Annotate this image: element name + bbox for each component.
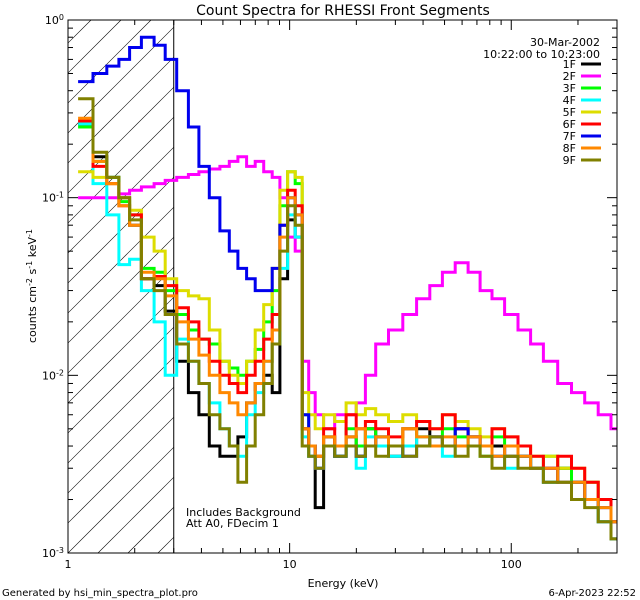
legend-label-3F: 3F — [563, 82, 576, 95]
annotation-attenuator: Att A0, FDecim 1 — [186, 517, 279, 530]
y-tick-base: 10 — [45, 14, 59, 27]
annotation-background: Includes Background — [186, 506, 301, 519]
footer-timestamp: 6-Apr-2023 22:52 — [549, 588, 636, 599]
x-tick-label: 1 — [65, 558, 72, 571]
y-tick-label: 10-2 — [42, 368, 64, 383]
legend-label-1F: 1F — [563, 58, 576, 71]
y-tick-label: 10-1 — [42, 190, 64, 205]
legend-label-7F: 7F — [563, 130, 576, 143]
x-tick-label: 10 — [283, 558, 297, 571]
legend-label-6F: 6F — [563, 118, 576, 131]
y-tick-base: 10 — [42, 369, 56, 382]
legend-label-4F: 4F — [563, 94, 576, 107]
y-axis-label: counts cm-2 s-1 keV-1 — [25, 229, 40, 343]
series-group — [78, 35, 617, 541]
x-tick-label: 100 — [501, 558, 522, 571]
y-tick-exponent: -2 — [56, 368, 64, 377]
y-tick-exponent: -3 — [56, 546, 64, 555]
plot-frame — [67, 19, 618, 554]
y-tick-exponent: 0 — [59, 13, 64, 22]
legend-label-2F: 2F — [563, 70, 576, 83]
legend-label-5F: 5F — [563, 106, 576, 119]
series-9F-line — [78, 97, 617, 541]
date-label: 30-Mar-2002 — [530, 36, 600, 49]
x-axis-label: Energy (keV) — [308, 577, 379, 590]
y-tick-label: 10-3 — [42, 546, 64, 561]
legend-label-9F: 9F — [563, 154, 576, 167]
time-range-label: 10:22:00 to 10:23:00 — [483, 48, 600, 61]
y-tick-exponent: -1 — [56, 190, 64, 199]
y-tick-base: 10 — [42, 192, 56, 205]
y-tick-base: 10 — [42, 547, 56, 560]
footer-generated-by: Generated by hsi_min_spectra_plot.pro — [2, 588, 198, 599]
legend-label-8F: 8F — [563, 142, 576, 155]
y-tick-label: 100 — [45, 13, 64, 28]
chart-title: Count Spectra for RHESSI Front Segments — [196, 3, 490, 19]
